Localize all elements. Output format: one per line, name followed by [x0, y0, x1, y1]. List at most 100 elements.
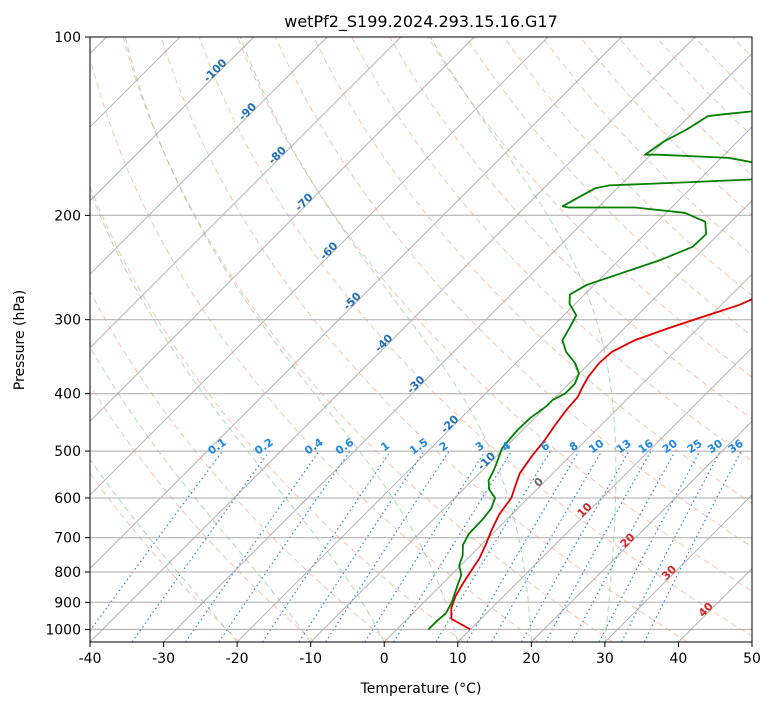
- mixing-ratio-line: [131, 450, 270, 642]
- dewpoint-line: [427, 110, 752, 631]
- dry-adiabat-line: [90, 55, 539, 642]
- moist-adiabat-line: [90, 345, 312, 642]
- moist-adiabat-line: [124, 37, 459, 642]
- mixing-ratio-line: [435, 450, 552, 642]
- isotherm-label: -40: [372, 331, 395, 354]
- moist-adiabat-line: [90, 458, 238, 642]
- mixing-ratio-line: [325, 450, 450, 642]
- x-tick-label: -10: [299, 651, 322, 667]
- dry-adiabat-line: [122, 37, 613, 642]
- isotherm-label: -60: [317, 239, 340, 262]
- y-tick-label: 400: [54, 387, 81, 403]
- moist-adiabat-line: [239, 37, 532, 642]
- isotherm-line: [163, 52, 752, 642]
- isotherm-line: [751, 641, 752, 642]
- dry-adiabat-line: [427, 37, 752, 378]
- y-tick-label: 500: [54, 444, 81, 460]
- moist-adiabat-line: [429, 37, 617, 642]
- chart-title: wetPf2_S199.2024.293.15.16.G17: [284, 12, 558, 32]
- dry-adiabat-line: [90, 185, 464, 642]
- x-tick-label: 50: [743, 651, 761, 667]
- dry-adiabat-line: [90, 290, 390, 642]
- mixing-ratio-label: 1.5: [407, 436, 430, 458]
- profile-series: [427, 110, 752, 631]
- mixing-ratio-line: [364, 450, 486, 642]
- dry-adiabat-line: [90, 384, 315, 642]
- dry-adiabat-line: [389, 37, 752, 420]
- mixing-ratio-line: [185, 450, 320, 642]
- isotherm-line: [678, 567, 752, 642]
- mixing-ratio-line: [261, 450, 391, 642]
- isotherm-label: -20: [438, 412, 461, 435]
- y-tick-label: 200: [54, 208, 81, 224]
- x-tick-label: 10: [449, 651, 467, 667]
- dry-adiabat-line: [465, 37, 752, 337]
- y-tick-label: 900: [54, 595, 81, 611]
- x-tick-label: 20: [522, 651, 540, 667]
- dry-adiabat-line: [503, 37, 752, 296]
- isotherm-line: [90, 37, 328, 275]
- isotherm-label: -70: [292, 190, 315, 213]
- dry-adiabat-line: [694, 37, 752, 97]
- mixing-ratio-line: [491, 450, 603, 642]
- pressure-grid: [90, 37, 752, 630]
- mixing-ratio-label: 36: [726, 437, 746, 457]
- isotherm-label: 20: [618, 530, 638, 550]
- isotherm-line: [90, 37, 696, 642]
- mixing-ratio-line: [218, 450, 351, 642]
- mixing-ratio-label: 0.4: [302, 435, 326, 457]
- dry-adiabat-line: [90, 472, 241, 642]
- isotherm-line: [530, 420, 752, 642]
- isotherm-label: -100: [201, 56, 230, 85]
- mixing-ratio-label: 0.2: [252, 436, 275, 458]
- mixing-ratio-line: [598, 450, 701, 642]
- temperature-line: [450, 298, 752, 631]
- mixing-ratio-label: 0.1: [206, 436, 229, 458]
- isotherm-line: [90, 37, 549, 496]
- y-tick-label: 300: [54, 313, 81, 329]
- isotherm-line: [90, 37, 402, 349]
- y-tick-label: 100: [54, 30, 81, 46]
- dry-adiabat-line: [351, 37, 752, 462]
- y-axis: 1000 900 800 700 600 500 400 300 200 100: [45, 30, 90, 638]
- dry-adiabat-line: [541, 37, 752, 256]
- isotherm-line: [310, 199, 752, 642]
- dry-adiabat-line: [656, 37, 752, 137]
- isotherm-label: -30: [404, 373, 427, 396]
- dry-adiabat-line: [732, 37, 752, 58]
- mixing-ratio-label: 25: [685, 437, 705, 456]
- mixing-ratio-label: 13: [614, 437, 634, 456]
- background-lines: [90, 37, 775, 642]
- dry-adiabat-line: [160, 37, 688, 642]
- isotherm-line: [457, 347, 752, 642]
- isotherm-label: -80: [266, 144, 289, 167]
- dry-adiabat-line: [236, 37, 752, 592]
- isotherm-label: -50: [341, 289, 364, 312]
- x-tick-label: -20: [226, 651, 249, 667]
- isotherm-label: 30: [659, 562, 679, 582]
- y-tick-label: 700: [54, 531, 81, 547]
- x-tick-label: 40: [670, 651, 688, 667]
- y-tick-label: 1000: [45, 622, 81, 638]
- isotherm-line: [383, 273, 752, 642]
- dry-adiabat-line: [274, 37, 752, 548]
- mixing-ratio-label: 16: [636, 437, 656, 457]
- mixing-ratio-line: [643, 450, 742, 642]
- x-tick-label: 30: [596, 651, 614, 667]
- isotherm-line: [90, 37, 475, 423]
- x-tick-label: -30: [152, 651, 175, 667]
- y-tick-label: 600: [54, 491, 81, 507]
- isotherm-line: [604, 494, 752, 642]
- dry-adiabat-line: [313, 37, 752, 505]
- mixing-ratio-label: 10: [586, 437, 606, 457]
- moist-adiabat-line: [90, 189, 385, 642]
- mixing-ratio-line: [90, 450, 223, 632]
- y-axis-label: Pressure (hPa): [12, 290, 28, 390]
- isotherm-line: [90, 37, 255, 202]
- mixing-ratio-line: [571, 450, 676, 642]
- x-tick-label: -40: [79, 651, 102, 667]
- mixing-ratio-label: 1: [378, 439, 392, 454]
- dry-adiabat-line: [771, 37, 775, 642]
- isotherm-label: -90: [236, 100, 259, 123]
